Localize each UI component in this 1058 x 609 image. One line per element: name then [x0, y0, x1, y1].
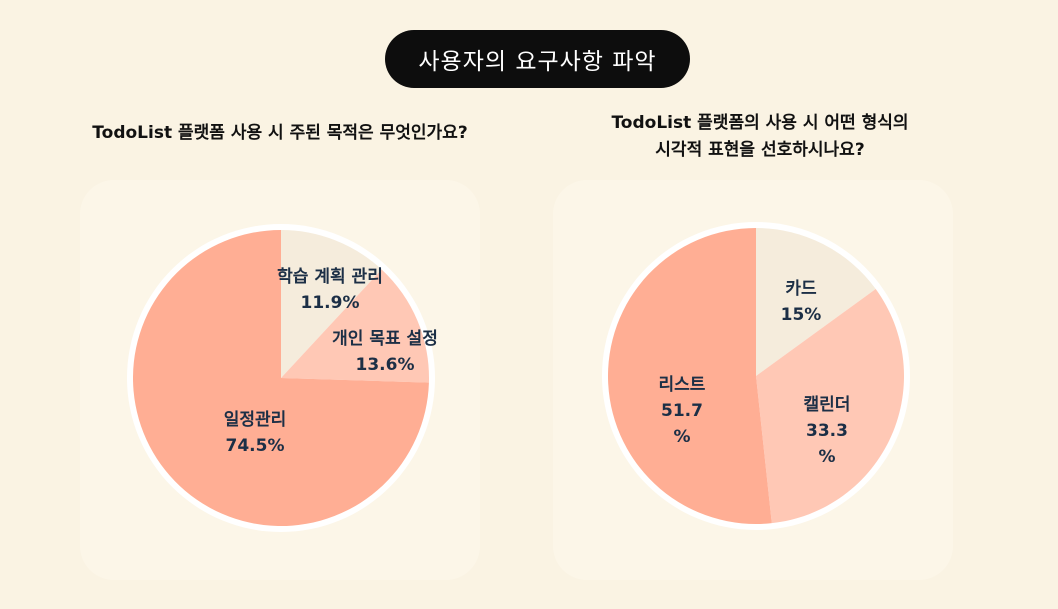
chart-1-slice-2 — [281, 269, 429, 383]
chart-1-slice-1 — [281, 230, 382, 378]
chart-2-title-line-2: 시각적 표현을 선호하시나요? — [655, 140, 865, 160]
chart-2-label-1: 카드 15% — [781, 279, 822, 325]
chart-2-label-3: 리스트 51.7% — [659, 375, 706, 447]
chart-2-slice-1 — [756, 228, 876, 376]
chart-2-title: TodoList 플랫폼의 사용 시 어떤 형식의 시각적 표현을 선호하시나요… — [520, 110, 1000, 164]
page-title: 사용자의 요구사항 파악 — [385, 30, 690, 88]
chart-1-title: TodoList 플랫폼 사용 시 주된 목적은 무엇인가요? — [92, 123, 468, 143]
chart-2-slice-3 — [607, 228, 772, 524]
chart-1-slice-3 — [133, 230, 429, 526]
chart-2-title-line-1: TodoList 플랫폼의 사용 시 어떤 형식의 — [611, 113, 909, 133]
chart-1-label-2: 개인 목표 설정 13.6% — [332, 329, 438, 375]
chart-1-label-1: 학습 계획 관리 11.9% — [277, 267, 383, 313]
chart-1-label-3: 일정관리 74.5% — [224, 410, 287, 456]
chart-2-label-2: 캘린더 33.3% — [804, 394, 851, 467]
chart-2-slice-2 — [756, 289, 904, 524]
